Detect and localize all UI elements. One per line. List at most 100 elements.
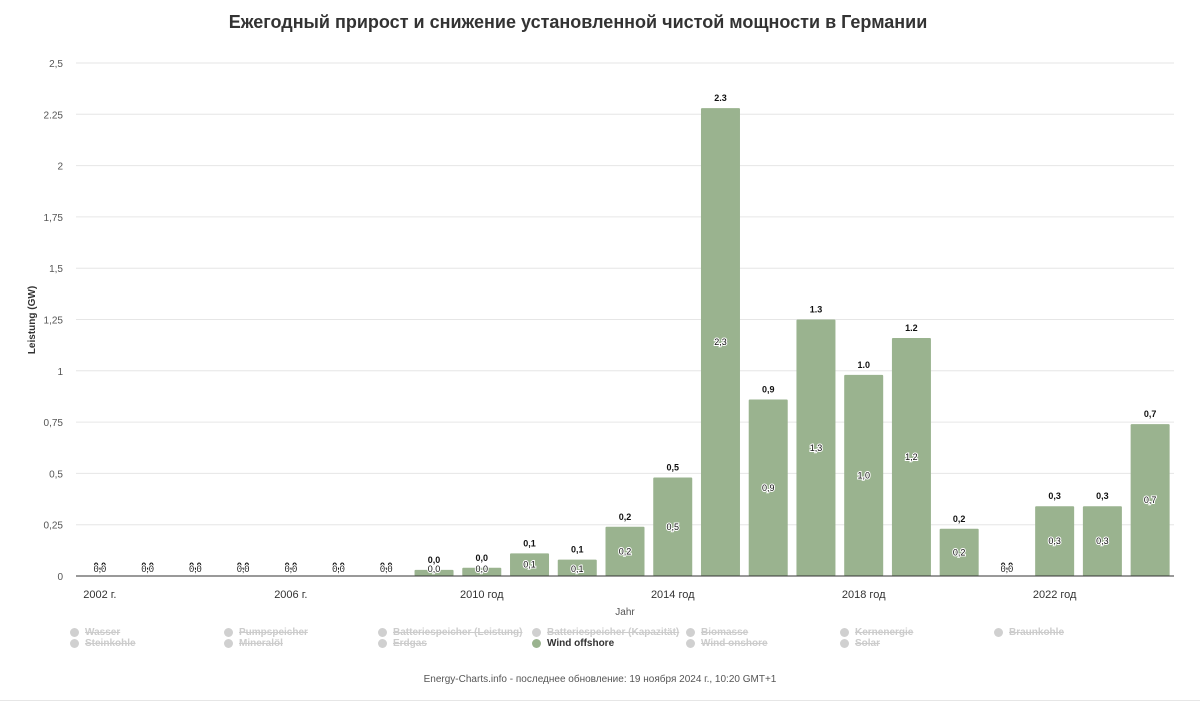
legend-item-batteriespeicher-leistung[interactable]: Batteriespeicher (Leistung) [378,627,522,638]
bar [557,559,597,576]
bar-inner-label: 1,0 [857,470,870,480]
legend-label: Braunkohle [1009,627,1065,638]
y-tick-label: 2,5 [49,59,63,70]
legend-label: Batteriespeicher (Kapazität) [547,627,680,638]
bar-value-label: 0,1 [523,538,536,548]
bar-inner-label: 1,3 [810,443,823,453]
legend-item-erdgas[interactable]: Erdgas [378,638,427,649]
legend-item-braunkohle[interactable]: Braunkohle [994,627,1064,638]
y-tick-label: 0 [57,572,63,583]
bar-inner-label: 0,0 [141,564,154,574]
y-tick-label: 1,25 [44,316,64,327]
bar-value-label: 0,1 [571,545,584,555]
bar-inner-label: 0,0 [189,564,202,574]
x-tick-label: 2006 г. [274,589,307,601]
legend-marker-icon [840,628,849,637]
footer-source: Energy-Charts.info - последнее обновлени… [423,674,777,685]
legend-marker-icon [70,628,79,637]
chart-title: Ежегодный прирост и снижение установленн… [228,12,928,32]
bar-inner-label: 0,0 [428,564,441,574]
bar-inner-label: 0,5 [666,522,679,532]
bar-value-label: 0,5 [666,463,679,473]
bar [748,399,788,576]
y-tick-label: 1,75 [44,213,64,224]
bar-value-label: 0,2 [953,514,966,524]
legend-label: Steinkohle [85,638,136,649]
y-tick-label: 0,25 [44,521,64,532]
x-tick-label: 2002 г. [83,589,116,601]
bar [414,569,454,576]
legend-item-kernenergie[interactable]: Kernenergie [840,627,913,638]
bar-value-label: 2.3 [714,93,727,103]
legend-item-wind-offshore[interactable]: Wind offshore [532,638,614,649]
legend-item-wasser[interactable]: Wasser [70,627,120,638]
bar [510,553,550,576]
legend-item-wind-onshore[interactable]: Wind onshore [686,638,768,649]
x-axis-title: Jahr [615,607,635,618]
legend-label: Batteriespeicher (Leistung) [393,627,523,638]
bar [1130,424,1170,576]
y-tick-label: 2 [57,162,63,173]
bar-value-label: 0,9 [762,385,775,395]
bar-value-label: 0,0 [476,553,489,563]
legend-item-pumpspeicher[interactable]: Pumpspeicher [224,627,308,638]
bar-value-label: 1.3 [810,305,823,315]
legend-item-mineralöl[interactable]: Mineralöl [224,638,283,649]
bar-value-label: 0,7 [1144,409,1157,419]
bar [653,477,693,576]
bar-inner-label: 0,9 [762,483,775,493]
bar-inner-label: 0,0 [94,564,107,574]
bar [700,108,740,577]
legend-label: Mineralöl [239,638,283,649]
bar [891,337,931,576]
legend-marker-icon [378,628,387,637]
bar-inner-label: 0,0 [285,564,298,574]
x-tick-label: 2018 год [842,589,886,601]
bar [462,567,502,576]
y-axis-title: Leistung (GW) [27,286,38,354]
bar-inner-label: 0,7 [1144,495,1157,505]
bar-inner-label: 0,2 [953,547,966,557]
bar-inner-label: 0,1 [523,560,536,570]
bar-value-label: 0,0 [285,561,298,571]
legend-marker-icon [532,639,541,648]
bar-inner-label: 0,3 [1096,536,1109,546]
bar [939,528,979,576]
bar [1082,506,1122,576]
bar-value-label: 0,0 [332,561,345,571]
legend-marker-icon [686,628,695,637]
legend-item-batteriespeicher-kapazität[interactable]: Batteriespeicher (Kapazität) [532,627,679,638]
y-tick-label: 0,75 [44,418,64,429]
legend-marker-icon [532,628,541,637]
legend-marker-icon [686,639,695,648]
bar-value-label: 0,3 [1096,491,1109,501]
x-tick-label: 2010 год [460,589,504,601]
bar-inner-label: 2,3 [714,337,727,347]
bar [844,374,884,576]
legend-item-steinkohle[interactable]: Steinkohle [70,638,136,649]
bar-value-label: 1.2 [905,323,918,333]
x-tick-label: 2014 год [651,589,695,601]
legend-item-biomasse[interactable]: Biomasse [686,627,748,638]
bar-inner-label: 0,2 [619,546,632,556]
bar-inner-label: 0,0 [476,564,489,574]
legend-item-solar[interactable]: Solar [840,638,880,649]
bar-value-label: 1.0 [857,360,870,370]
bar-inner-label: 0,0 [237,564,250,574]
bar-value-label: 0,0 [94,561,107,571]
bar-value-label: 0,2 [619,512,632,522]
legend-marker-icon [224,639,233,648]
bar-value-label: 0,3 [1048,491,1061,501]
legend-label: Wasser [85,627,121,638]
bar-inner-label: 0,0 [332,564,345,574]
legend-label: Kernenergie [855,627,914,638]
bar [1035,506,1075,576]
bar [796,319,836,576]
bar-value-label: 0,0 [189,561,202,571]
legend-marker-icon [70,639,79,648]
y-tick-label: 0,5 [49,469,63,480]
bar [605,526,645,576]
bar-value-label: 0,0 [428,555,441,565]
